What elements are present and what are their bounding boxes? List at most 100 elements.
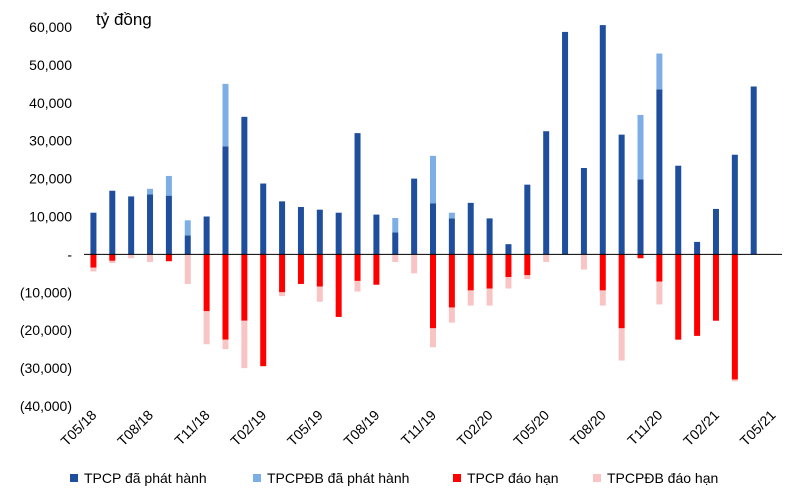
bar-tpcp-o-h-n-t12-19 (448, 254, 455, 308)
bar-tpcp-o-h-n-t05-19 (316, 254, 323, 287)
y-tick-label: (30,000) (20, 360, 72, 376)
bar-tpcp-b-ph-t-h-nh-t09-19 (392, 218, 399, 233)
bar-tpcp-ph-t-h-nh-t04-19 (297, 207, 304, 255)
chart-legend: TPCP đã phát hành TPCPĐB đã phát hành TP… (70, 470, 790, 492)
bar-tpcp-ph-t-h-nh-t06-20 (562, 31, 569, 255)
legend-swatch-tpcpdb-maturing (593, 474, 601, 482)
bar-tpcp-b-o-h-n-t04-20 (524, 275, 531, 280)
bar-tpcp-o-h-n-t11-19 (430, 254, 436, 329)
y-tick-label: 60,000 (29, 19, 72, 35)
bar-tpcp-o-h-n-t03-21 (731, 254, 738, 380)
bar-tpcp-b-o-h-n-t11-18 (203, 311, 210, 345)
bar-tpcp-b-o-h-n-t08-18 (147, 254, 154, 262)
bar-tpcp-b-o-h-n-t01-19 (241, 320, 248, 369)
legend-label-tpcp-issued: TPCP đã phát hành (84, 470, 207, 486)
bar-tpcp-ph-t-h-nh-t08-18 (147, 194, 154, 255)
bar-tpcp-b-o-h-n-t05-18 (90, 267, 97, 272)
bars (90, 25, 757, 382)
bar-tpcp-o-h-n-t06-18 (109, 254, 116, 261)
x-tick-label: T02/19 (227, 407, 269, 449)
bar-tpcp-o-h-n-t11-20 (656, 254, 663, 282)
bar-tpcp-ph-t-h-nh-t06-18 (109, 190, 116, 255)
bar-tpcp-o-h-n-t08-20 (599, 254, 606, 291)
bar-tpcp-o-h-n-t02-21 (712, 254, 719, 321)
bar-tpcp-o-h-n-t10-20 (637, 254, 644, 259)
x-tick-label: T08/19 (340, 407, 382, 449)
legend-label-tpcpdb-maturing: TPCPĐB đáo hạn (607, 470, 719, 486)
legend-item-tpcpdb-maturing: TPCPĐB đáo hạn (593, 470, 718, 486)
bar-tpcp-ph-t-h-nh-t05-18 (90, 212, 97, 255)
y-tick-label: 50,000 (29, 57, 72, 73)
bar-tpcp-o-h-n-t01-21 (694, 254, 701, 336)
bar-tpcp-ph-t-h-nh-t09-20 (618, 134, 625, 255)
bar-tpcp-o-h-n-t04-19 (297, 254, 304, 284)
bar-tpcp-ph-t-h-nh-t09-18 (165, 195, 172, 255)
y-tick-label: (40,000) (20, 398, 72, 414)
bar-tpcp-o-h-n-t02-20 (486, 254, 493, 289)
y-tick-label: 10,000 (29, 209, 72, 225)
bar-tpcp-ph-t-h-nh-t07-18 (128, 196, 135, 255)
bar-tpcp-ph-t-h-nh-t02-19 (260, 183, 267, 255)
x-tick-label: T05/20 (510, 407, 552, 449)
y-tick-label: 40,000 (29, 95, 72, 111)
bar-tpcp-b-o-h-n-t06-18 (109, 260, 116, 264)
bar-tpcp-o-h-n-t03-20 (505, 254, 512, 278)
bar-tpcp-ph-t-h-nh-t03-21 (731, 154, 738, 255)
bar-tpcp-o-h-n-t04-20 (524, 254, 531, 276)
bar-tpcp-b-o-h-n-t07-20 (580, 254, 587, 270)
bar-tpcp-o-h-n-t07-19 (354, 254, 361, 281)
bar-tpcp-b-ph-t-h-nh-t12-19 (448, 212, 455, 219)
x-tick-label: T11/19 (398, 407, 440, 449)
y-tick-label: (10,000) (20, 284, 72, 300)
bar-tpcp-b-o-h-n-t03-21 (731, 379, 738, 382)
legend-label-tpcpdb-issued: TPCPĐB đã phát hành (267, 470, 410, 486)
bar-tpcp-b-ph-t-h-nh-t11-20 (656, 53, 663, 90)
bar-tpcp-b-o-h-n-t01-20 (467, 290, 474, 306)
bar-tpcp-o-h-n-t11-18 (203, 254, 210, 312)
bar-tpcp-b-o-h-n-t12-19 (448, 307, 455, 323)
bar-tpcp-o-h-n-t12-20 (675, 254, 682, 340)
x-tick-label: T11/18 (171, 407, 213, 449)
bar-tpcp-b-o-h-n-t07-19 (354, 280, 361, 292)
x-tick-label: T08/18 (114, 407, 156, 449)
bar-tpcp-ph-t-h-nh-t08-20 (599, 25, 606, 255)
y-axis-unit-label: tỷ đồng (96, 10, 152, 29)
bar-tpcp-o-h-n-t01-19 (241, 254, 248, 321)
bar-tpcp-ph-t-h-nh-t11-18 (203, 216, 210, 255)
x-tick-label: T05/21 (737, 407, 779, 449)
bar-tpcp-ph-t-h-nh-t01-19 (241, 116, 248, 255)
bar-tpcp-b-o-h-n-t02-20 (486, 288, 493, 306)
bar-tpcp-ph-t-h-nh-t02-21 (712, 208, 719, 255)
bar-tpcp-o-h-n-t03-19 (279, 254, 286, 293)
bar-tpcp-ph-t-h-nh-t03-20 (505, 244, 512, 255)
y-tick-label: - (67, 246, 72, 262)
bar-tpcp-b-o-h-n-t11-19 (430, 328, 436, 348)
bar-tpcp-b-o-h-n-t07-18 (128, 254, 135, 259)
bar-tpcp-o-h-n-t12-18 (222, 254, 229, 340)
bar-tpcp-b-o-h-n-t03-20 (505, 277, 512, 289)
bar-tpcp-o-h-n-t09-18 (165, 254, 172, 262)
bar-tpcp-ph-t-h-nh-t03-19 (279, 201, 286, 255)
y-axis-labels: 60,000 50,000 40,000 30,000 20,000 10,000 - (10… (20, 19, 72, 414)
bar-tpcp-ph-t-h-nh-t05-19 (316, 209, 323, 255)
bar-tpcp-ph-t-h-nh-t06-19 (335, 212, 342, 255)
bar-tpcp-b-o-h-n-t03-19 (279, 292, 286, 297)
bar-tpcp-b-o-h-n-t09-20 (618, 328, 625, 361)
bar-tpcp-b-ph-t-h-nh-t10-20 (637, 114, 644, 180)
y-tick-label: (20,000) (20, 322, 72, 338)
bar-tpcp-o-h-n-t05-18 (90, 254, 97, 268)
bar-tpcp-ph-t-h-nh-t10-20 (637, 179, 644, 255)
bar-tpcp-ph-t-h-nh-t12-19 (448, 218, 455, 255)
x-tick-label: T02/20 (454, 407, 496, 449)
bar-tpcp-b-o-h-n-t10-18 (184, 254, 191, 284)
bar-tpcp-ph-t-h-nh-t05-20 (543, 131, 550, 255)
y-tick-label: 30,000 (29, 133, 72, 149)
bar-tpcp-o-h-n-t09-20 (618, 254, 625, 329)
x-tick-label: T08/20 (567, 407, 609, 449)
bar-tpcp-o-h-n-t01-20 (467, 254, 474, 291)
bar-tpcp-ph-t-h-nh-t12-18 (222, 146, 229, 255)
y-tick-label: 20,000 (29, 171, 72, 187)
bar-tpcp-ph-t-h-nh-t01-21 (694, 241, 701, 255)
x-axis-labels: T05/18 T08/18 T11/18 T02/19 T05/19 T08/19 T11/… (57, 407, 778, 449)
x-tick-label: T02/21 (680, 407, 722, 449)
